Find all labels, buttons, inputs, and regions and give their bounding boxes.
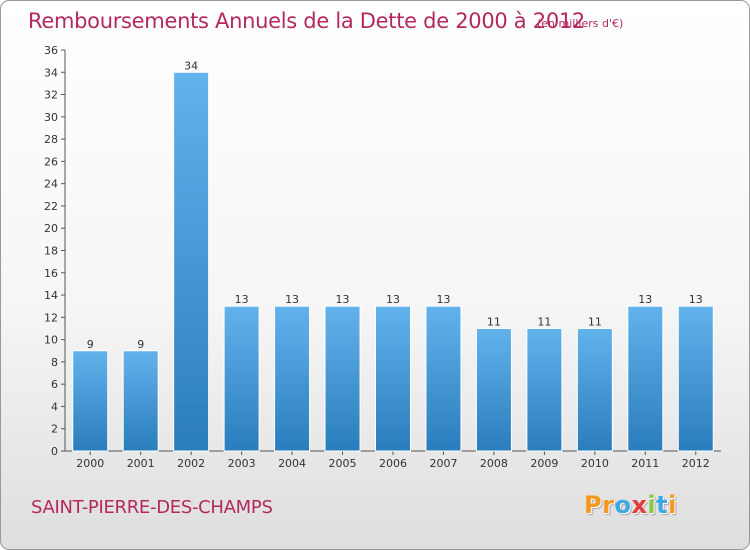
bar-2005	[324, 305, 361, 452]
bar-value-label: 11	[487, 315, 501, 328]
x-tick-label: 2000	[76, 457, 104, 470]
y-tick-label: 6	[51, 378, 58, 391]
bar-2010	[576, 327, 613, 452]
x-tick-label: 2005	[329, 457, 357, 470]
bar-2008	[475, 327, 512, 452]
x-tick-label: 2010	[581, 457, 609, 470]
x-tick-label: 2004	[278, 457, 306, 470]
y-tick-label: 8	[51, 356, 58, 369]
y-tick-label: 24	[44, 178, 58, 191]
bar-2011	[627, 305, 664, 452]
y-tick-label: 26	[44, 155, 58, 168]
y-tick-label: 10	[44, 334, 58, 347]
bar-2003	[223, 305, 260, 452]
proxiti-logo[interactable]: Proxiti	[584, 491, 677, 519]
bar-value-label: 9	[137, 338, 144, 351]
y-tick-label: 20	[44, 222, 58, 235]
bar-2002	[173, 71, 210, 452]
bar-value-label: 13	[336, 293, 350, 306]
bar-2004	[274, 305, 311, 452]
logo-letter: t	[656, 491, 669, 519]
y-tick-label: 36	[44, 44, 58, 57]
bar-value-label: 11	[537, 315, 551, 328]
x-tick-label: 2003	[228, 457, 256, 470]
bar-2009	[526, 327, 563, 452]
y-tick-label: 0	[51, 445, 58, 458]
x-tick-label: 2007	[429, 457, 457, 470]
logo-letter: P	[584, 491, 603, 519]
y-tick-label: 34	[44, 66, 58, 79]
bar-value-label: 13	[386, 293, 400, 306]
bar-value-label: 13	[285, 293, 299, 306]
logo-letter: o	[614, 491, 632, 519]
bar-2006	[375, 305, 411, 452]
bar-value-label: 34	[184, 59, 198, 72]
chart-subtitle: (en milliers d'€)	[537, 17, 624, 30]
bar-2012	[677, 305, 714, 452]
y-tick-label: 14	[44, 289, 58, 302]
bar-value-label: 13	[235, 293, 249, 306]
x-tick-label: 2011	[631, 457, 659, 470]
y-tick-label: 32	[44, 89, 58, 102]
bar-2001	[122, 350, 159, 452]
logo-letter: i	[647, 491, 657, 519]
chart-bars	[72, 71, 714, 452]
logo-letter: r	[602, 491, 615, 519]
bar-value-label: 11	[588, 315, 602, 328]
x-tick-label: 2006	[379, 457, 407, 470]
y-tick-label: 28	[44, 133, 58, 146]
bar-value-label: 13	[436, 293, 450, 306]
bar-value-label: 13	[638, 293, 652, 306]
chart-labels: 2000 9 2001 9 2002 34 2003 13 2004 13 2005 13 2006 13…	[76, 59, 710, 470]
y-tick-label: 22	[44, 200, 58, 213]
town-name: SAINT-PIERRE-DES-CHAMPS	[31, 497, 273, 518]
y-tick-label: 2	[51, 423, 58, 436]
bar-2000	[72, 350, 109, 452]
bar-value-label: 13	[689, 293, 703, 306]
x-tick-label: 2002	[177, 457, 205, 470]
x-tick-label: 2009	[530, 457, 558, 470]
x-tick-label: 2008	[480, 457, 508, 470]
y-tick-label: 12	[44, 311, 58, 324]
y-tick-label: 4	[51, 400, 58, 413]
logo-letter: x	[631, 491, 648, 519]
y-tick-label: 30	[44, 111, 58, 124]
logo-letter: i	[668, 491, 677, 519]
bar-2007	[425, 305, 462, 452]
y-tick-label: 18	[44, 245, 58, 258]
x-tick-label: 2001	[127, 457, 155, 470]
y-tick-label: 16	[44, 267, 58, 280]
bar-value-label: 9	[87, 338, 94, 351]
chart-title: Remboursements Annuels de la Dette de 20…	[28, 9, 585, 33]
x-tick-label: 2012	[682, 457, 710, 470]
